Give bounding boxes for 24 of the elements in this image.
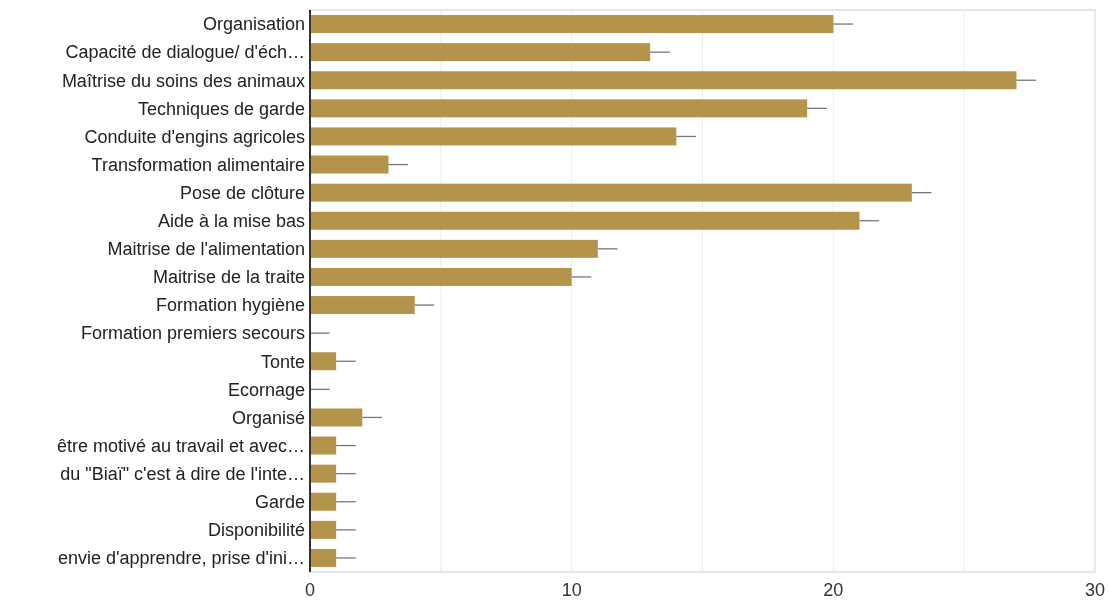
y-tick-label: Pose de clôture: [179, 182, 305, 203]
x-tick-label: 10: [561, 580, 582, 600]
y-tick-label: Maitrise de la traite: [152, 267, 305, 288]
y-tick-label: Tonte: [260, 351, 305, 372]
x-tick-label: 20: [823, 580, 844, 600]
y-tick-label: Techniques de garde: [137, 98, 305, 119]
x-tick-label: 30: [1084, 580, 1106, 600]
y-tick-label: Transformation alimentaire: [91, 154, 305, 175]
y-tick-label: Conduite d'engins agricoles: [84, 126, 305, 147]
y-tick-label: Formation hygiène: [155, 295, 305, 316]
x-tick-label: 0: [304, 580, 316, 600]
y-tick-label: Maîtrise du soins des animaux: [61, 70, 305, 91]
y-tick-label: Organisé: [231, 407, 305, 428]
y-tick-label: Capacité de dialogue/ d'éch…: [65, 42, 305, 63]
y-tick-label: Aide à la mise bas: [157, 211, 305, 232]
y-tick-label: envie d'apprendre, prise d'ini…: [57, 548, 305, 569]
y-tick-label: Garde: [254, 492, 305, 513]
y-tick-label: Organisation: [202, 14, 305, 35]
y-tick-label: Disponibilité: [207, 520, 305, 541]
y-tick-label: du "Biaï" c'est à dire de l'inte…: [60, 463, 305, 484]
y-tick-label: Formation premiers secours: [80, 323, 305, 344]
y-tick-label: Ecornage: [227, 379, 305, 400]
y-tick-label: être motivé au travail et avec…: [56, 435, 305, 456]
y-tick-label: Maitrise de l'alimentation: [107, 239, 305, 260]
